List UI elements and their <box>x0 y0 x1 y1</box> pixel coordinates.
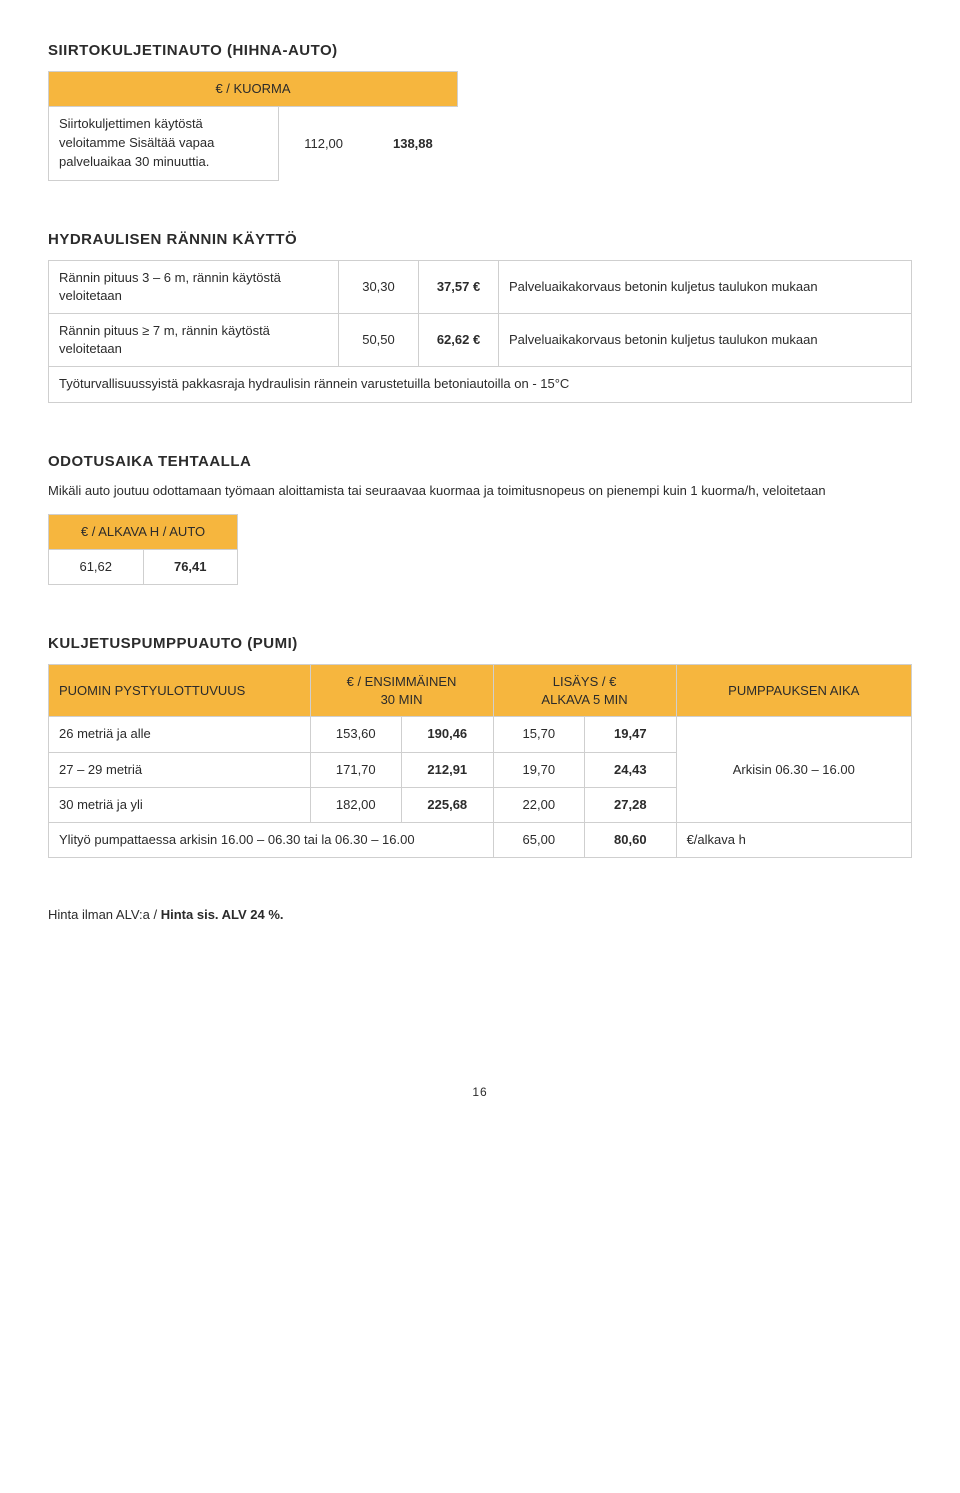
pumi-row-b: 212,91 <box>402 752 494 787</box>
table-row: Rännin pituus 3 – 6 m, rännin käytöstä v… <box>49 260 912 313</box>
pumi-h2a: € / ENSIMMÄINEN <box>347 674 457 689</box>
pumi-row-b: 225,68 <box>402 787 494 822</box>
pumi-table: PUOMIN PYSTYULOTTUVUUS € / ENSIMMÄINEN 3… <box>48 664 912 858</box>
pumi-row-c: 19,70 <box>493 752 585 787</box>
pumi-ylityo-v1: 65,00 <box>493 822 585 857</box>
odotus-intro: Mikäli auto joutuu odottamaan työmaan al… <box>48 482 912 500</box>
page-number: 16 <box>48 1084 912 1101</box>
pumi-row-a: 171,70 <box>310 752 402 787</box>
hydra-row-note: Palveluaikakorvaus betonin kuljetus taul… <box>499 260 912 313</box>
table-row: Ylityö pumpattaessa arkisin 16.00 – 06.3… <box>49 822 912 857</box>
footer-plain: Hinta ilman ALV:a / <box>48 907 161 922</box>
odotus-title: ODOTUSAIKA TEHTAALLA <box>48 451 912 472</box>
hydra-title: HYDRAULISEN RÄNNIN KÄYTTÖ <box>48 229 912 250</box>
pumi-h2: € / ENSIMMÄINEN 30 MIN <box>310 665 493 717</box>
pumi-row-d: 24,43 <box>585 752 677 787</box>
siirto-v2: 138,88 <box>368 127 457 161</box>
pumi-row-a: 153,60 <box>310 717 402 752</box>
table-row: Rännin pituus ≥ 7 m, rännin käytöstä vel… <box>49 314 912 367</box>
pumi-row-label: 26 metriä ja alle <box>49 717 311 752</box>
siirto-section: SIIRTOKULJETINAUTO (HIHNA-AUTO) € / KUOR… <box>48 40 912 181</box>
hydra-row-label: Rännin pituus 3 – 6 m, rännin käytöstä v… <box>49 260 339 313</box>
pumi-row-label: 30 metriä ja yli <box>49 787 311 822</box>
hydra-row-label: Rännin pituus ≥ 7 m, rännin käytöstä vel… <box>49 314 339 367</box>
pumi-h2b: 30 MIN <box>381 692 423 707</box>
hydra-row-v1: 30,30 <box>339 260 419 313</box>
odotus-table: € / ALKAVA H / AUTO 61,62 76,41 <box>48 514 238 585</box>
odotus-v1: 61,62 <box>49 550 144 585</box>
pumi-ylityo-v2: 80,60 <box>585 822 677 857</box>
pumi-h3a: LISÄYS / € <box>553 674 617 689</box>
table-row: 26 metriä ja alle 153,60 190,46 15,70 19… <box>49 717 912 752</box>
hydra-row-v2: 37,57 € <box>419 260 499 313</box>
siirto-table: € / KUORMA Siirtokuljettimen käytöstä ve… <box>48 71 458 181</box>
pumi-section: KULJETUSPUMPPUAUTO (PUMI) PUOMIN PYSTYUL… <box>48 633 912 858</box>
pumi-h1: PUOMIN PYSTYULOTTUVUUS <box>49 665 311 717</box>
odotus-header: € / ALKAVA H / AUTO <box>49 514 238 549</box>
siirto-v1: 112,00 <box>279 127 368 161</box>
hydra-footnote: Työturvallisuussyistä pakkasraja hydraul… <box>49 367 912 402</box>
hydra-section: HYDRAULISEN RÄNNIN KÄYTTÖ Rännin pituus … <box>48 229 912 403</box>
hydra-table: Rännin pituus 3 – 6 m, rännin käytöstä v… <box>48 260 912 403</box>
pumi-row-c: 22,00 <box>493 787 585 822</box>
pumi-row-d: 19,47 <box>585 717 677 752</box>
pumi-aika: Arkisin 06.30 – 16.00 <box>676 717 911 823</box>
table-row: Työturvallisuussyistä pakkasraja hydraul… <box>49 367 912 402</box>
pumi-h3b: ALKAVA 5 MIN <box>541 692 627 707</box>
siirto-title: SIIRTOKULJETINAUTO (HIHNA-AUTO) <box>48 40 912 61</box>
footer-note: Hinta ilman ALV:a / Hinta sis. ALV 24 %. <box>48 906 912 924</box>
odotus-section: ODOTUSAIKA TEHTAALLA Mikäli auto joutuu … <box>48 451 912 586</box>
pumi-row-label: 27 – 29 metriä <box>49 752 311 787</box>
pumi-row-c: 15,70 <box>493 717 585 752</box>
pumi-h3: LISÄYS / € ALKAVA 5 MIN <box>493 665 676 717</box>
hydra-row-v1: 50,50 <box>339 314 419 367</box>
pumi-row-d: 27,28 <box>585 787 677 822</box>
hydra-row-note: Palveluaikakorvaus betonin kuljetus taul… <box>499 314 912 367</box>
pumi-row-b: 190,46 <box>402 717 494 752</box>
siirto-header: € / KUORMA <box>49 72 458 107</box>
hydra-row-v2: 62,62 € <box>419 314 499 367</box>
pumi-h4: PUMPPAUKSEN AIKA <box>676 665 911 717</box>
siirto-desc: Siirtokuljettimen käytöstä veloitamme Si… <box>49 107 279 181</box>
footer-bold: Hinta sis. ALV 24 %. <box>161 907 284 922</box>
pumi-ylityo-label: Ylityö pumpattaessa arkisin 16.00 – 06.3… <box>49 822 494 857</box>
pumi-title: KULJETUSPUMPPUAUTO (PUMI) <box>48 633 912 654</box>
pumi-ylityo-unit: €/alkava h <box>676 822 911 857</box>
pumi-row-a: 182,00 <box>310 787 402 822</box>
odotus-v2: 76,41 <box>143 550 238 585</box>
